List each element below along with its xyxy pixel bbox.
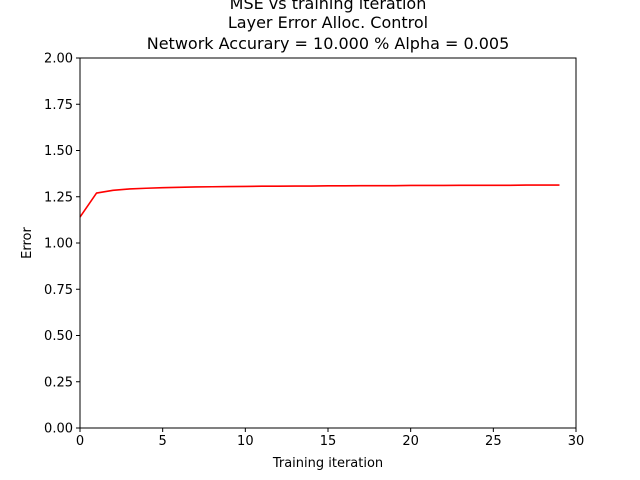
- chart-title-line-2: Layer Error Alloc. Control: [228, 13, 428, 32]
- y-tick-label: 2.00: [44, 52, 73, 67]
- y-tick-label: 1.25: [44, 190, 73, 205]
- y-tick-label: 0.00: [44, 422, 73, 437]
- x-tick-label: 30: [568, 434, 585, 449]
- y-tick-label: 1.50: [44, 144, 73, 159]
- x-tick-label: 0: [76, 434, 84, 449]
- chart-title-line-1: MSE vs training iteration: [230, 0, 427, 13]
- x-tick-label: 15: [320, 434, 337, 449]
- chart-title-line-3: Network Accurary = 10.000 % Alpha = 0.00…: [147, 34, 510, 53]
- y-tick-label: 0.25: [44, 375, 73, 390]
- y-tick-label: 1.00: [44, 237, 73, 252]
- x-axis-ticks: 0 5 10 15 20 25 30: [76, 428, 584, 449]
- y-tick-label: 1.75: [44, 98, 73, 113]
- y-tick-label: 0.75: [44, 283, 73, 298]
- y-axis-label: Error: [20, 227, 35, 259]
- y-axis-ticks: 0.00 0.25 0.50 0.75 1.00 1.25 1.50 1.75 2.00: [44, 52, 80, 437]
- x-tick-label: 10: [237, 434, 254, 449]
- x-axis-label: Training iteration: [272, 456, 383, 471]
- y-tick-label: 0.50: [44, 329, 73, 344]
- x-tick-label: 20: [402, 434, 419, 449]
- x-tick-label: 25: [485, 434, 502, 449]
- series-line-error: [79, 184, 560, 218]
- x-tick-label: 5: [159, 434, 167, 449]
